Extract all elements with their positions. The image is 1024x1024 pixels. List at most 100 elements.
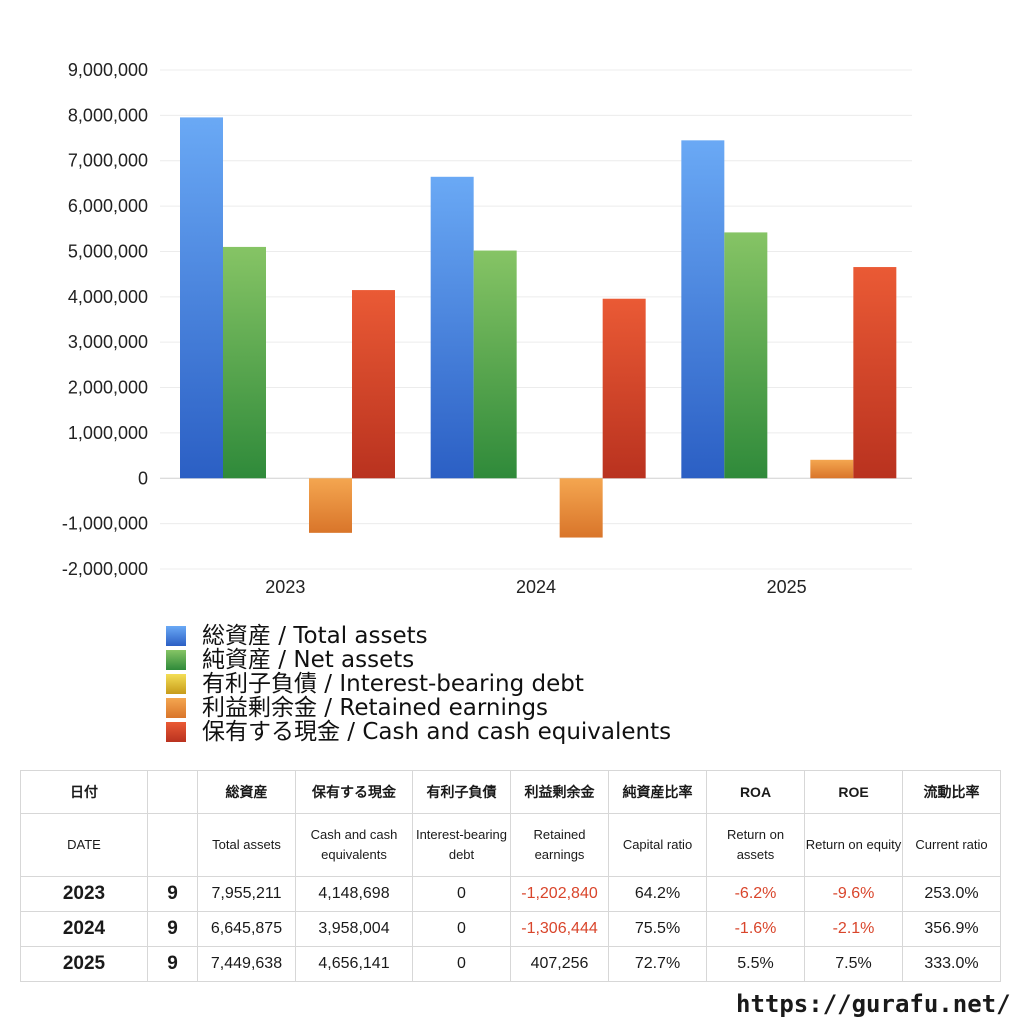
y-tick-label: 1,000,000 <box>68 423 148 443</box>
header-row-jp: 日付 総資産 保有する現金 有利子負債 利益剰余金 純資産比率 ROA ROE … <box>20 770 1001 814</box>
cell-cash: 3,958,004 <box>295 911 413 947</box>
x-tick-label: 2023 <box>265 577 305 597</box>
legend-item-net-assets: 純資産 / Net assets <box>166 648 671 672</box>
cell-total-assets: 7,449,638 <box>197 946 296 982</box>
subheader-current-ratio: Current ratio <box>902 813 1001 877</box>
bar-retained-earnings <box>309 478 352 533</box>
table-row: 2025 9 7,449,638 4,656,141 0 407,256 72.… <box>20 946 1001 982</box>
cell-debt: 0 <box>412 946 511 982</box>
subheader-date: DATE <box>20 813 148 877</box>
cell-current-ratio: 253.0% <box>902 876 1001 912</box>
cell-year: 2025 <box>20 946 148 982</box>
legend-item-retained-earnings: 利益剰余金 / Retained earnings <box>166 696 671 720</box>
cell-capital-ratio: 75.5% <box>608 911 707 947</box>
legend-label: 純資産 / Net assets <box>202 647 415 673</box>
subheader-retained: Retained earnings <box>510 813 609 877</box>
table-row: 2024 9 6,645,875 3,958,004 0 -1,306,444 … <box>20 911 1001 947</box>
legend-swatch <box>166 698 186 718</box>
y-tick-label: 3,000,000 <box>68 332 148 352</box>
bar-retained-earnings <box>559 478 603 538</box>
footer-url[interactable]: https://gurafu.net/ <box>736 990 1011 1018</box>
x-axis-ticks: 2023 2024 2025 <box>265 577 806 597</box>
y-tick-label: 6,000,000 <box>68 196 148 216</box>
bar-net-assets <box>724 232 768 479</box>
header-debt: 有利子負債 <box>412 770 511 814</box>
bar-total-assets <box>180 117 223 479</box>
y-tick-label: 4,000,000 <box>68 287 148 307</box>
legend-swatch <box>166 722 186 742</box>
y-tick-label: 7,000,000 <box>68 151 148 171</box>
cell-month: 9 <box>147 911 198 947</box>
y-tick-label: -2,000,000 <box>62 559 148 579</box>
bar-cash <box>352 290 395 479</box>
cell-roe: -9.6% <box>804 876 903 912</box>
header-current-ratio: 流動比率 <box>902 770 1001 814</box>
cell-year: 2024 <box>20 911 148 947</box>
y-tick-label: 2,000,000 <box>68 378 148 398</box>
cell-current-ratio: 333.0% <box>902 946 1001 982</box>
subheader-debt: Interest-bearing debt <box>412 813 511 877</box>
header-retained: 利益剰余金 <box>510 770 609 814</box>
subheader-total-assets: Total assets <box>197 813 296 877</box>
gridlines <box>160 69 912 570</box>
header-date: 日付 <box>20 770 148 814</box>
y-tick-label: -1,000,000 <box>62 514 148 534</box>
x-tick-label: 2025 <box>767 577 807 597</box>
bar-total-assets <box>430 176 474 479</box>
cell-debt: 0 <box>412 876 511 912</box>
cell-retained: -1,306,444 <box>510 911 609 947</box>
legend-label: 総資産 / Total assets <box>202 623 428 649</box>
header-total-assets: 総資産 <box>197 770 296 814</box>
subheader-roe: Return on equity <box>804 813 903 877</box>
legend-item-interest-bearing-debt: 有利子負債 / Interest-bearing debt <box>166 672 671 696</box>
header-cash: 保有する現金 <box>295 770 413 814</box>
bars <box>180 117 897 538</box>
cell-total-assets: 6,645,875 <box>197 911 296 947</box>
legend-item-total-assets: 総資産 / Total assets <box>166 624 671 648</box>
table-row: 2023 9 7,955,211 4,148,698 0 -1,202,840 … <box>20 876 1001 912</box>
legend-item-cash: 保有する現金 / Cash and cash equivalents <box>166 720 671 744</box>
cell-roa: 5.5% <box>706 946 805 982</box>
y-tick-label: 5,000,000 <box>68 241 148 261</box>
y-tick-label: 9,000,000 <box>68 60 148 80</box>
cell-retained: 407,256 <box>510 946 609 982</box>
bar-net-assets <box>223 246 266 479</box>
cell-roe: 7.5% <box>804 946 903 982</box>
cell-year: 2023 <box>20 876 148 912</box>
y-tick-label: 0 <box>138 468 148 488</box>
bar-cash <box>853 267 897 479</box>
cell-capital-ratio: 72.7% <box>608 946 707 982</box>
header-row-en: DATE Total assets Cash and cash equivale… <box>20 813 1001 877</box>
legend-label: 保有する現金 / Cash and cash equivalents <box>202 719 672 745</box>
legend-swatch <box>166 626 186 646</box>
cell-roa: -6.2% <box>706 876 805 912</box>
bar-net-assets <box>473 250 517 479</box>
header-roa: ROA <box>706 770 805 814</box>
legend-swatch <box>166 650 186 670</box>
y-axis-ticks: 9,000,000 8,000,000 7,000,000 6,000,000 5,00… <box>62 60 148 579</box>
header-capital-ratio: 純資産比率 <box>608 770 707 814</box>
legend-swatch <box>166 674 186 694</box>
legend: 総資産 / Total assets 純資産 / Net assets 有利子負… <box>166 624 671 744</box>
subheader-month <box>147 813 198 877</box>
cell-debt: 0 <box>412 911 511 947</box>
legend-label: 有利子負債 / Interest-bearing debt <box>202 671 584 697</box>
financial-table: 日付 総資産 保有する現金 有利子負債 利益剰余金 純資産比率 ROA ROE … <box>20 770 1001 982</box>
cell-retained: -1,202,840 <box>510 876 609 912</box>
legend-label: 利益剰余金 / Retained earnings <box>202 695 549 721</box>
bar-chart: 9,000,000 8,000,000 7,000,000 6,000,000 5,00… <box>62 60 912 597</box>
cell-cash: 4,656,141 <box>295 946 413 982</box>
cell-month: 9 <box>147 946 198 982</box>
cell-current-ratio: 356.9% <box>902 911 1001 947</box>
y-tick-label: 8,000,000 <box>68 105 148 125</box>
cell-roa: -1.6% <box>706 911 805 947</box>
x-tick-label: 2024 <box>516 577 556 597</box>
bar-retained-earnings <box>810 459 854 479</box>
cell-roe: -2.1% <box>804 911 903 947</box>
cell-total-assets: 7,955,211 <box>197 876 296 912</box>
subheader-capital-ratio: Capital ratio <box>608 813 707 877</box>
header-month <box>147 770 198 814</box>
header-roe: ROE <box>804 770 903 814</box>
subheader-roa: Return on assets <box>706 813 805 877</box>
cell-capital-ratio: 64.2% <box>608 876 707 912</box>
